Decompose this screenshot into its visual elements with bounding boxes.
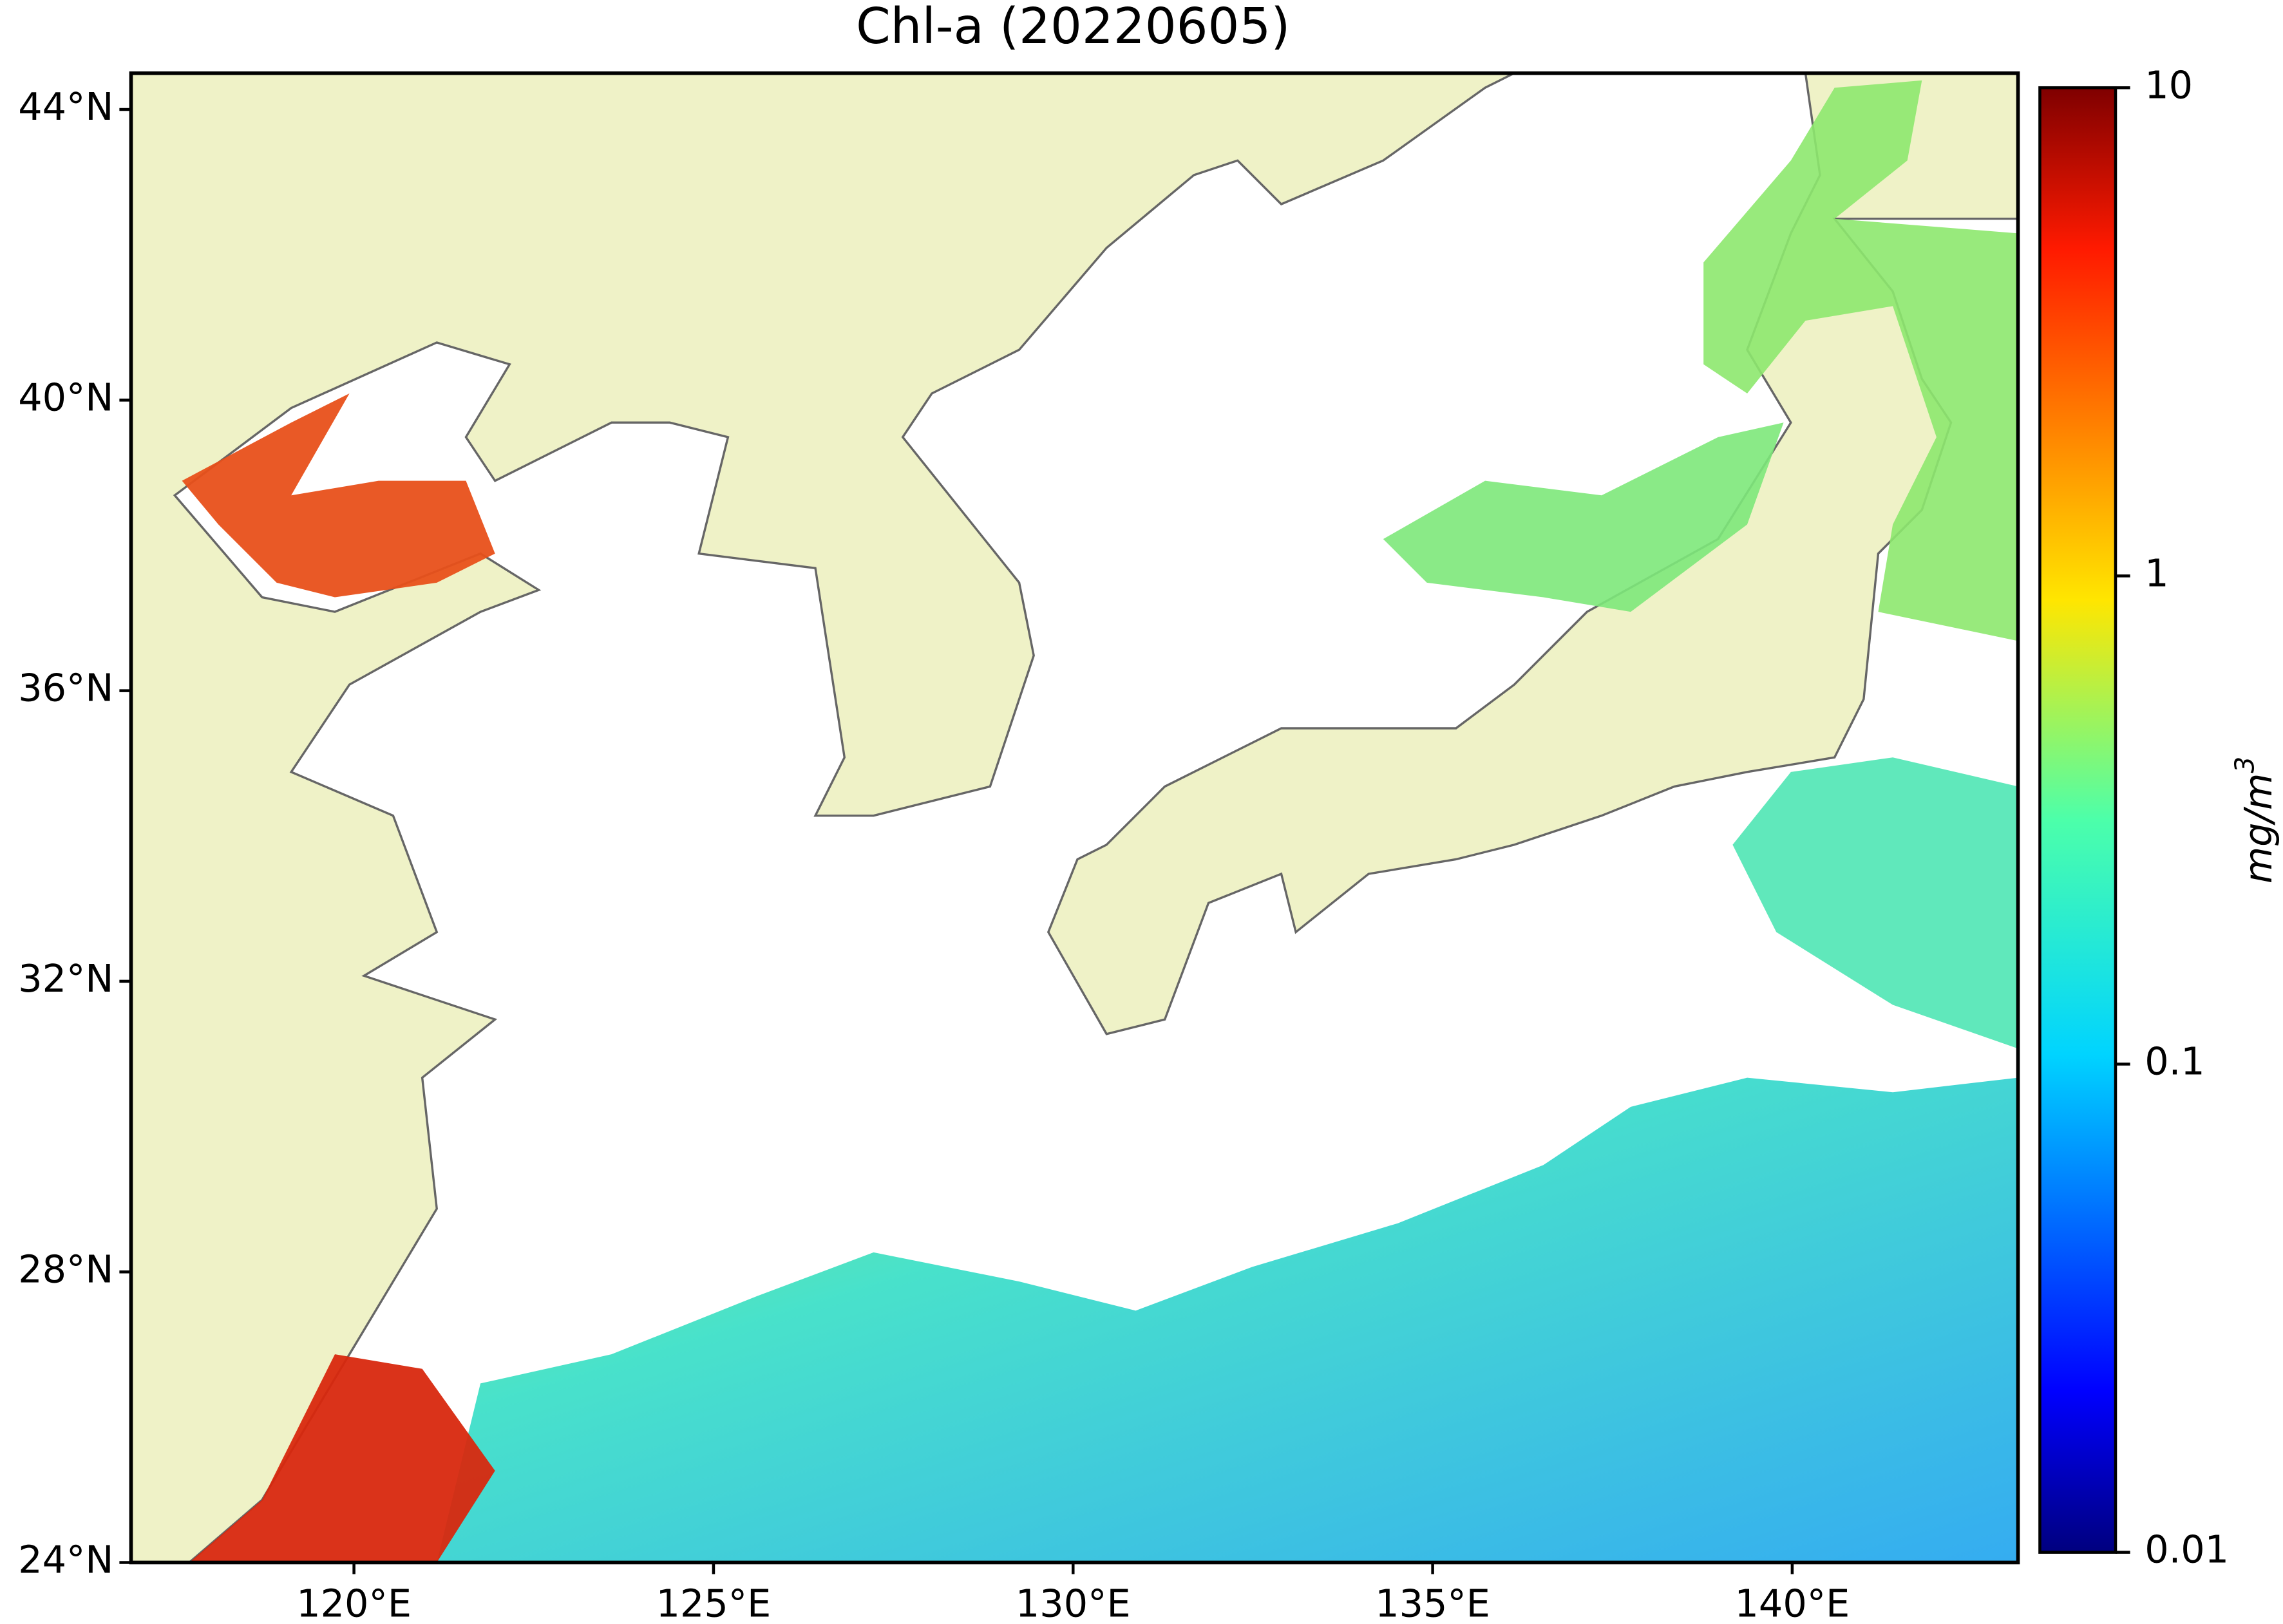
x-tick-label: 135°E — [1375, 1581, 1490, 1624]
chl-bohai — [182, 393, 495, 598]
chl-taiwan-strait — [189, 1354, 495, 1563]
colorbar-label: mg/m3 — [2229, 757, 2280, 883]
y-tick-label: 44°N — [18, 84, 113, 129]
chl-east — [1732, 757, 2018, 1049]
map — [131, 73, 2018, 1563]
colorbar-tick-label: 0.1 — [2145, 1039, 2204, 1084]
chl-japan-sea — [1383, 422, 1784, 612]
colorbar-tick-label: 0.01 — [2145, 1527, 2229, 1572]
colorbar-tick-label: 1 — [2145, 551, 2168, 595]
colorbar-label-exponent: 3 — [2229, 757, 2260, 773]
y-tick-label: 36°N — [18, 666, 113, 710]
chart-title: Chl-a (20220605) — [856, 0, 1290, 55]
chl-north — [1703, 80, 2018, 641]
y-tick-label: 32°N — [18, 956, 113, 1001]
x-tick-label: 140°E — [1735, 1581, 1850, 1624]
colorbar-label-base: mg/m — [2236, 773, 2280, 884]
colorbar-tick-label: 10 — [2145, 62, 2193, 107]
x-tick-label: 120°E — [296, 1581, 412, 1624]
chl-south — [437, 1077, 2018, 1563]
y-tick-label: 24°N — [18, 1538, 113, 1582]
y-tick-label: 40°N — [18, 375, 113, 419]
x-tick-label: 125°E — [656, 1581, 772, 1624]
y-tick-label: 28°N — [18, 1247, 113, 1291]
x-tick-label: 130°E — [1016, 1581, 1131, 1624]
colorbar — [2038, 86, 2117, 1554]
